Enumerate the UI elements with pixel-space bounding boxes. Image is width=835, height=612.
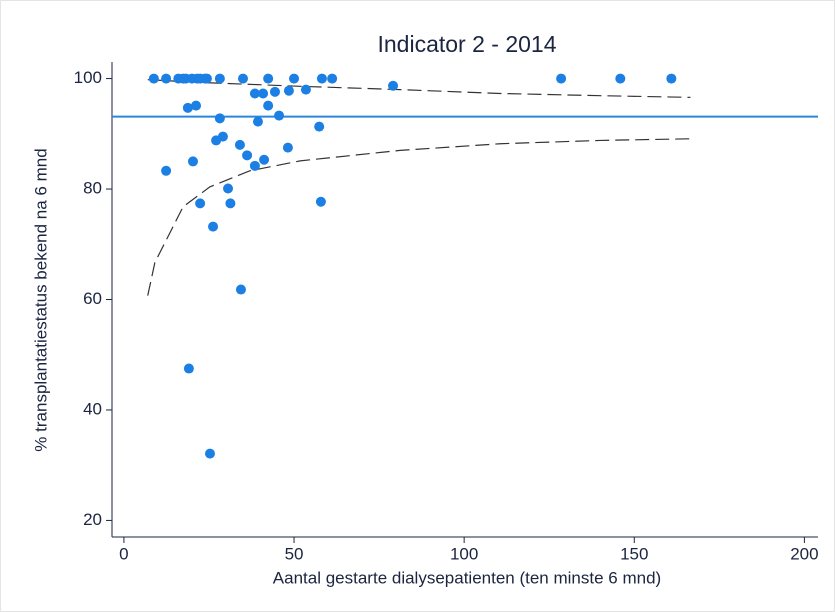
y-tick-label: 40	[83, 399, 102, 418]
data-point	[249, 88, 260, 99]
data-point	[223, 183, 234, 194]
data-point	[161, 73, 172, 84]
data-point	[242, 150, 253, 161]
data-point	[315, 196, 326, 207]
x-tick-label: 0	[119, 544, 128, 563]
data-point	[263, 100, 274, 111]
data-point	[183, 363, 194, 374]
x-tick-label: 50	[285, 544, 304, 563]
data-point	[263, 73, 274, 84]
data-point	[666, 73, 677, 84]
data-point	[204, 448, 215, 459]
x-tick-label: 200	[790, 544, 818, 563]
data-point	[249, 160, 260, 171]
x-tick-label: 100	[450, 544, 478, 563]
data-point	[327, 73, 338, 84]
data-point	[208, 221, 219, 232]
data-point	[211, 135, 222, 146]
y-tick-label: 20	[83, 510, 102, 529]
data-point	[214, 113, 225, 124]
y-tick-label: 100	[74, 68, 102, 87]
data-point	[225, 198, 236, 209]
data-point	[283, 85, 294, 96]
data-point	[556, 73, 567, 84]
y-tick-label: 80	[83, 179, 102, 198]
data-point	[388, 80, 399, 91]
data-point	[148, 73, 159, 84]
data-point	[269, 86, 280, 97]
data-point	[316, 73, 327, 84]
y-tick-label: 60	[83, 289, 102, 308]
data-point	[235, 284, 246, 295]
data-point	[161, 165, 172, 176]
data-point	[300, 84, 311, 95]
data-point	[201, 73, 212, 84]
lower-limit-line	[147, 138, 691, 296]
x-axis-label: Aantal gestarte dialysepatienten (ten mi…	[273, 568, 661, 587]
data-point	[191, 100, 202, 111]
data-point	[314, 121, 325, 132]
data-point	[237, 73, 248, 84]
data-point	[258, 88, 269, 99]
data-point	[274, 110, 285, 121]
chart-title: Indicator 2 - 2014	[377, 31, 556, 57]
data-point	[615, 73, 626, 84]
data-point	[259, 154, 270, 165]
y-axis-label: % transplantatiestatus bekend na 6 mnd	[31, 148, 50, 451]
x-tick-label: 150	[620, 544, 648, 563]
data-point	[187, 156, 198, 167]
data-point	[182, 102, 193, 113]
data-point	[282, 142, 293, 153]
data-point	[195, 198, 206, 209]
data-point	[289, 73, 300, 84]
data-point	[234, 139, 245, 150]
data-point	[252, 116, 263, 127]
data-point	[214, 73, 225, 84]
